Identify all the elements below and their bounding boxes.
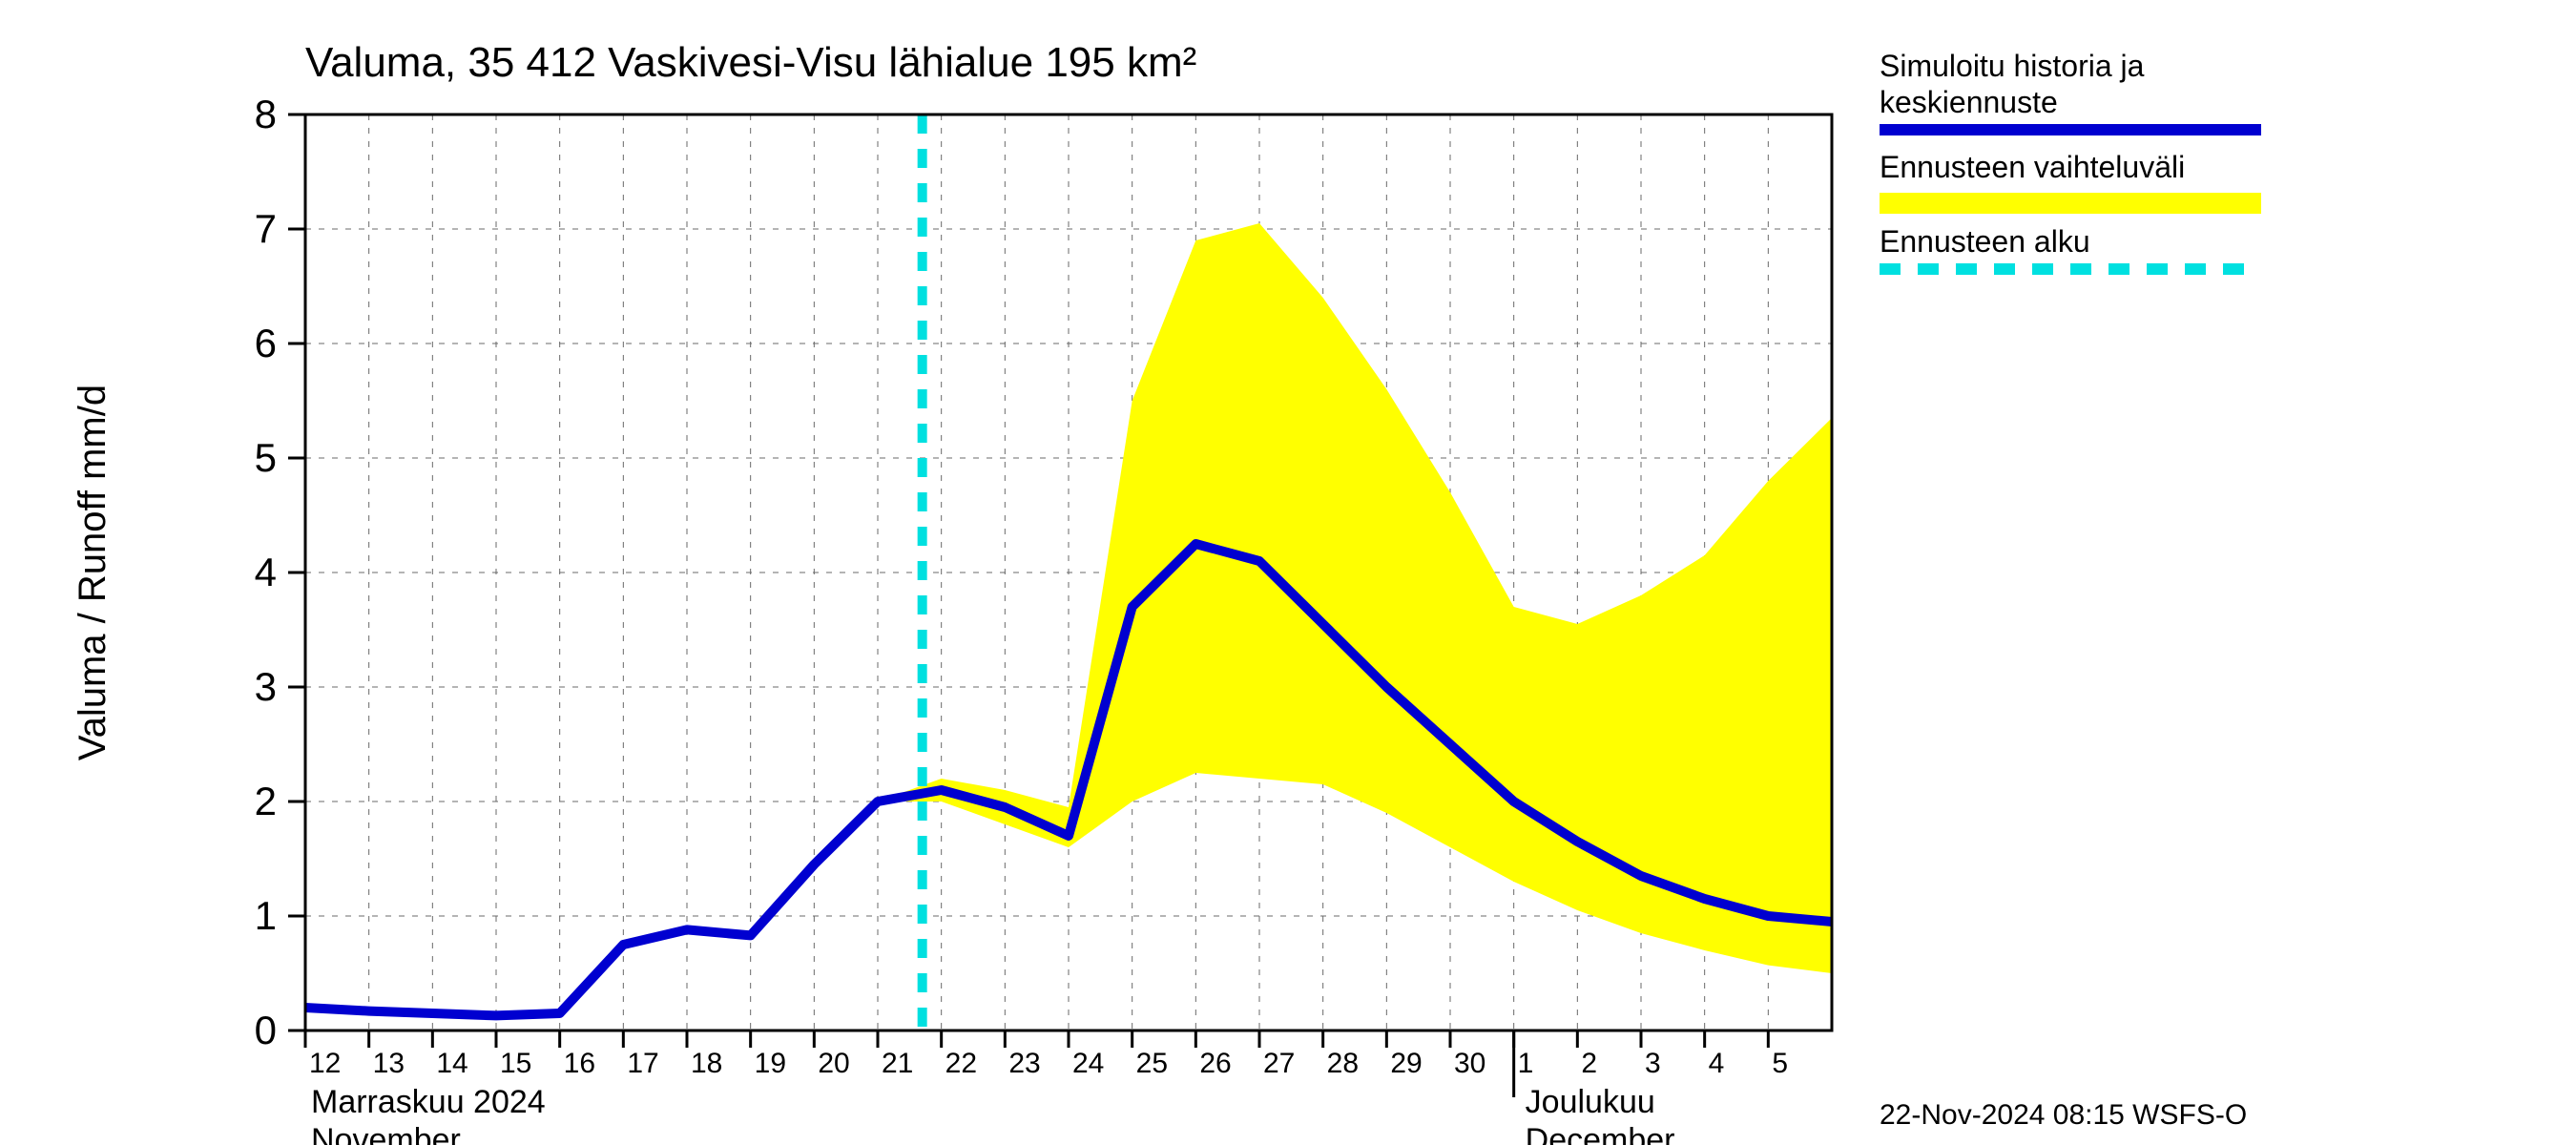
- svg-text:17: 17: [627, 1048, 658, 1079]
- svg-text:20: 20: [818, 1048, 849, 1079]
- svg-text:7: 7: [255, 206, 277, 251]
- svg-text:3: 3: [1645, 1048, 1661, 1079]
- svg-text:3: 3: [255, 664, 277, 709]
- month-label-right-en: December: [1526, 1122, 1675, 1145]
- svg-text:2: 2: [255, 779, 277, 823]
- svg-text:2: 2: [1581, 1048, 1597, 1079]
- svg-text:13: 13: [373, 1048, 405, 1079]
- svg-text:21: 21: [882, 1048, 913, 1079]
- svg-text:26: 26: [1199, 1048, 1231, 1079]
- svg-text:25: 25: [1136, 1048, 1168, 1079]
- svg-text:keskiennuste: keskiennuste: [1880, 85, 2058, 119]
- svg-text:16: 16: [564, 1048, 595, 1079]
- timestamp-label: 22-Nov-2024 08:15 WSFS-O: [1880, 1099, 2247, 1131]
- svg-text:0: 0: [255, 1008, 277, 1052]
- svg-text:12: 12: [309, 1048, 341, 1079]
- runoff-chart: 0123456781213141516171819202122232425262…: [0, 0, 2576, 1145]
- svg-text:8: 8: [255, 92, 277, 136]
- svg-text:1: 1: [1518, 1048, 1534, 1079]
- svg-text:14: 14: [436, 1048, 467, 1079]
- svg-text:27: 27: [1263, 1048, 1295, 1079]
- svg-text:23: 23: [1008, 1048, 1040, 1079]
- svg-text:4: 4: [1709, 1048, 1725, 1079]
- svg-text:30: 30: [1454, 1048, 1485, 1079]
- svg-text:29: 29: [1390, 1048, 1422, 1079]
- svg-text:6: 6: [255, 321, 277, 365]
- svg-text:5: 5: [1772, 1048, 1788, 1079]
- svg-text:4: 4: [255, 550, 277, 594]
- month-label-left-fi: Marraskuu 2024: [311, 1084, 546, 1120]
- chart-container: 0123456781213141516171819202122232425262…: [0, 0, 2576, 1145]
- month-label-right-fi: Joulukuu: [1526, 1084, 1655, 1120]
- y-axis-label: Valuma / Runoff mm/d: [72, 385, 114, 760]
- svg-text:5: 5: [255, 435, 277, 480]
- svg-text:Ennusteen alku: Ennusteen alku: [1880, 224, 2090, 259]
- svg-text:22: 22: [945, 1048, 977, 1079]
- chart-title: Valuma, 35 412 Vaskivesi-Visu lähialue 1…: [305, 39, 1196, 86]
- svg-text:Ennusteen vaihteluväli: Ennusteen vaihteluväli: [1880, 150, 2185, 184]
- svg-text:Simuloitu historia ja: Simuloitu historia ja: [1880, 49, 2145, 83]
- svg-text:28: 28: [1327, 1048, 1359, 1079]
- svg-text:1: 1: [255, 893, 277, 938]
- svg-text:15: 15: [500, 1048, 531, 1079]
- svg-text:19: 19: [755, 1048, 786, 1079]
- svg-text:24: 24: [1072, 1048, 1104, 1079]
- month-label-left-en: November: [311, 1122, 461, 1145]
- svg-text:18: 18: [691, 1048, 722, 1079]
